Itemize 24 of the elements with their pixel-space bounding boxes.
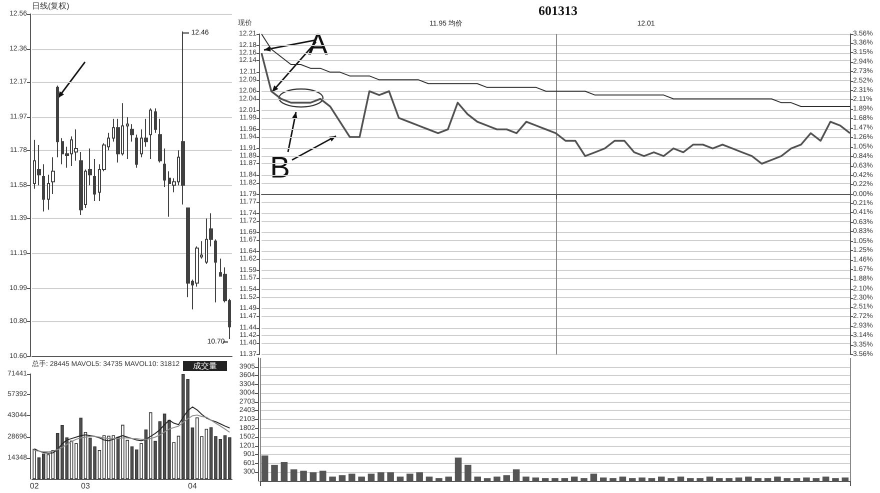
x-tick-label: 03 bbox=[81, 482, 90, 490]
text: 成交量 bbox=[193, 362, 217, 370]
candlestick bbox=[214, 238, 217, 303]
x-tick-label: 02 bbox=[30, 482, 40, 490]
candlestick bbox=[47, 174, 50, 210]
x-tick-label: 04 bbox=[188, 482, 198, 490]
chart-title: 日线(复权) bbox=[32, 2, 70, 10]
candlestick bbox=[181, 30, 185, 205]
chart-title: 601313 bbox=[538, 3, 578, 18]
candlestick bbox=[56, 85, 59, 158]
candlestick bbox=[51, 156, 55, 194]
line-series bbox=[34, 414, 230, 452]
candlestick bbox=[149, 108, 152, 160]
candlestick bbox=[42, 164, 45, 212]
candlestick bbox=[130, 124, 134, 142]
candlestick bbox=[163, 148, 166, 188]
line-series bbox=[261, 34, 850, 107]
candlestick bbox=[154, 108, 157, 134]
candlestick bbox=[126, 116, 129, 160]
candlestick bbox=[93, 158, 96, 202]
candlestick bbox=[158, 118, 162, 164]
candlestick bbox=[79, 152, 83, 216]
line-series bbox=[34, 406, 230, 454]
candlestick bbox=[135, 134, 138, 168]
